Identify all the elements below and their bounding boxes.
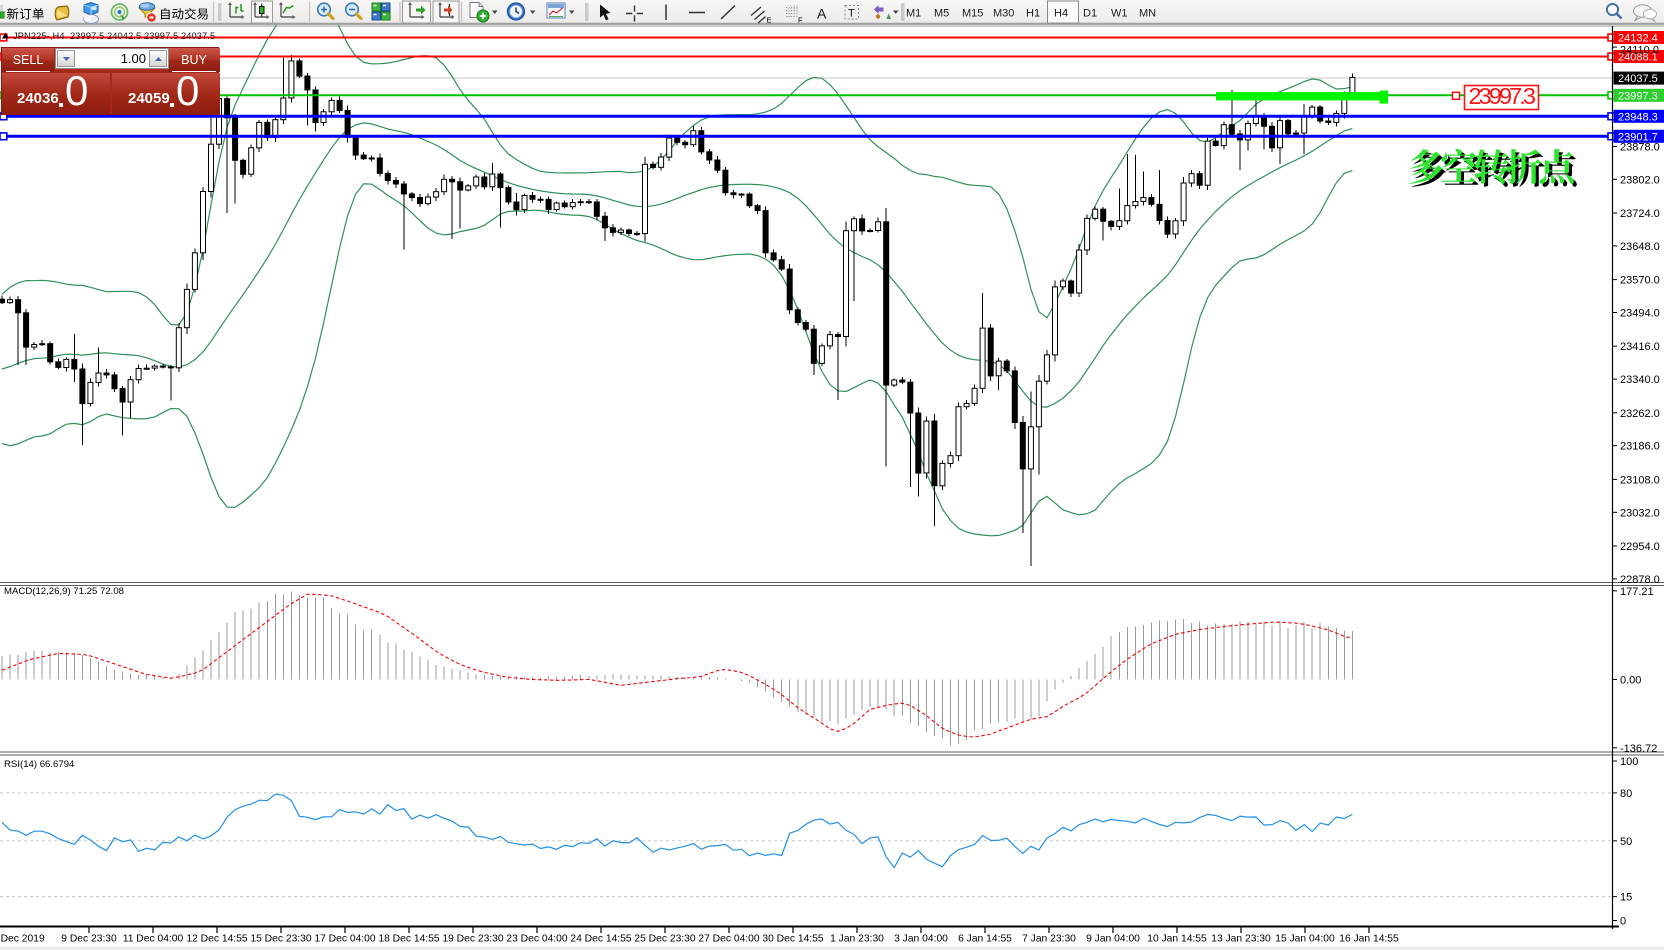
svg-text:RSI(14) 66.6794: RSI(14) 66.6794 xyxy=(4,759,75,770)
svg-text:9 Dec 23:30: 9 Dec 23:30 xyxy=(61,934,117,945)
svg-text:177.21: 177.21 xyxy=(1620,586,1654,598)
svg-text:23997.3: 23997.3 xyxy=(1618,90,1658,102)
svg-text:18 Dec 14:55: 18 Dec 14:55 xyxy=(378,934,440,945)
svg-text:23997.3: 23997.3 xyxy=(1469,83,1536,109)
svg-text:12 Dec 14:55: 12 Dec 14:55 xyxy=(186,934,248,945)
svg-text:23108.0: 23108.0 xyxy=(1620,474,1660,486)
svg-text:M1: M1 xyxy=(906,8,921,20)
svg-text:24 Dec 14:55: 24 Dec 14:55 xyxy=(570,934,632,945)
svg-text:23901.7: 23901.7 xyxy=(1618,131,1658,143)
svg-text:22878.0: 22878.0 xyxy=(1620,574,1660,586)
svg-text:23494.0: 23494.0 xyxy=(1620,308,1660,320)
svg-text:23186.0: 23186.0 xyxy=(1620,441,1660,453)
svg-text:25 Dec 23:30: 25 Dec 23:30 xyxy=(634,934,696,945)
svg-text:-136.72: -136.72 xyxy=(1620,743,1657,755)
svg-text:27 Dec 04:00: 27 Dec 04:00 xyxy=(698,934,760,945)
svg-text:100: 100 xyxy=(1620,756,1638,768)
svg-text:MN: MN xyxy=(1139,8,1156,20)
svg-text:6 Jan 14:55: 6 Jan 14:55 xyxy=(958,934,1012,945)
svg-text:30 Dec 14:55: 30 Dec 14:55 xyxy=(762,934,824,945)
svg-text:E: E xyxy=(767,16,772,25)
svg-text:23948.3: 23948.3 xyxy=(1618,111,1658,123)
svg-text:23570.0: 23570.0 xyxy=(1620,275,1660,287)
svg-text:A: A xyxy=(817,6,827,22)
svg-text:15 Dec 23:30: 15 Dec 23:30 xyxy=(250,934,312,945)
svg-text:16 Jan 14:55: 16 Jan 14:55 xyxy=(1339,934,1399,945)
svg-text:15 Jan 04:00: 15 Jan 04:00 xyxy=(1275,934,1335,945)
svg-text:0.00: 0.00 xyxy=(1620,674,1641,686)
svg-text:10 Jan 14:55: 10 Jan 14:55 xyxy=(1147,934,1207,945)
svg-text:23340.0: 23340.0 xyxy=(1620,374,1660,386)
svg-text:W1: W1 xyxy=(1111,8,1128,20)
svg-text:3 Jan 04:00: 3 Jan 04:00 xyxy=(894,934,948,945)
svg-text:5 Dec 2019: 5 Dec 2019 xyxy=(0,934,45,945)
svg-text:MACD(12,26,9) 71.25 72.08: MACD(12,26,9) 71.25 72.08 xyxy=(4,586,124,597)
svg-text:13 Jan 23:30: 13 Jan 23:30 xyxy=(1211,934,1271,945)
svg-text:M30: M30 xyxy=(993,8,1014,20)
svg-text:23262.0: 23262.0 xyxy=(1620,408,1660,420)
svg-text:23724.0: 23724.0 xyxy=(1620,208,1660,220)
svg-text:0: 0 xyxy=(1620,916,1626,928)
svg-text:23878.0: 23878.0 xyxy=(1620,141,1660,153)
svg-text:23802.0: 23802.0 xyxy=(1620,174,1660,186)
svg-text:1 Jan 23:30: 1 Jan 23:30 xyxy=(830,934,884,945)
svg-text:24110.0: 24110.0 xyxy=(1620,44,1659,56)
svg-text:24088.1: 24088.1 xyxy=(1618,52,1658,64)
svg-text:17 Dec 04:00: 17 Dec 04:00 xyxy=(314,934,376,945)
svg-text:7 Jan 23:30: 7 Jan 23:30 xyxy=(1022,934,1076,945)
svg-text:24037.5: 24037.5 xyxy=(1618,73,1658,85)
svg-text:H4: H4 xyxy=(1054,8,1068,20)
svg-text:24132.4: 24132.4 xyxy=(1618,33,1658,45)
svg-text:JPN225-,H4 23997.5 24042.5 23: JPN225-,H4 23997.5 24042.5 23997.5 24037… xyxy=(13,31,215,41)
svg-text:T: T xyxy=(848,8,855,20)
svg-text:M5: M5 xyxy=(934,8,949,20)
svg-text:11 Dec 04:00: 11 Dec 04:00 xyxy=(123,934,184,945)
svg-text:9 Jan 04:00: 9 Jan 04:00 xyxy=(1086,934,1140,945)
svg-text:M15: M15 xyxy=(962,8,983,20)
svg-text:F: F xyxy=(798,16,803,25)
svg-text:H1: H1 xyxy=(1026,8,1040,20)
svg-text:23648.0: 23648.0 xyxy=(1620,241,1660,253)
svg-text:80: 80 xyxy=(1620,788,1632,800)
svg-text:D1: D1 xyxy=(1083,8,1097,20)
svg-text:19 Dec 23:30: 19 Dec 23:30 xyxy=(442,934,504,945)
svg-text:15: 15 xyxy=(1620,892,1632,904)
svg-text:23 Dec 04:00: 23 Dec 04:00 xyxy=(506,934,568,945)
svg-text:23032.0: 23032.0 xyxy=(1620,507,1660,519)
svg-text:23416.0: 23416.0 xyxy=(1620,341,1660,353)
svg-text:22954.0: 22954.0 xyxy=(1620,541,1660,553)
svg-text:50: 50 xyxy=(1620,836,1632,848)
